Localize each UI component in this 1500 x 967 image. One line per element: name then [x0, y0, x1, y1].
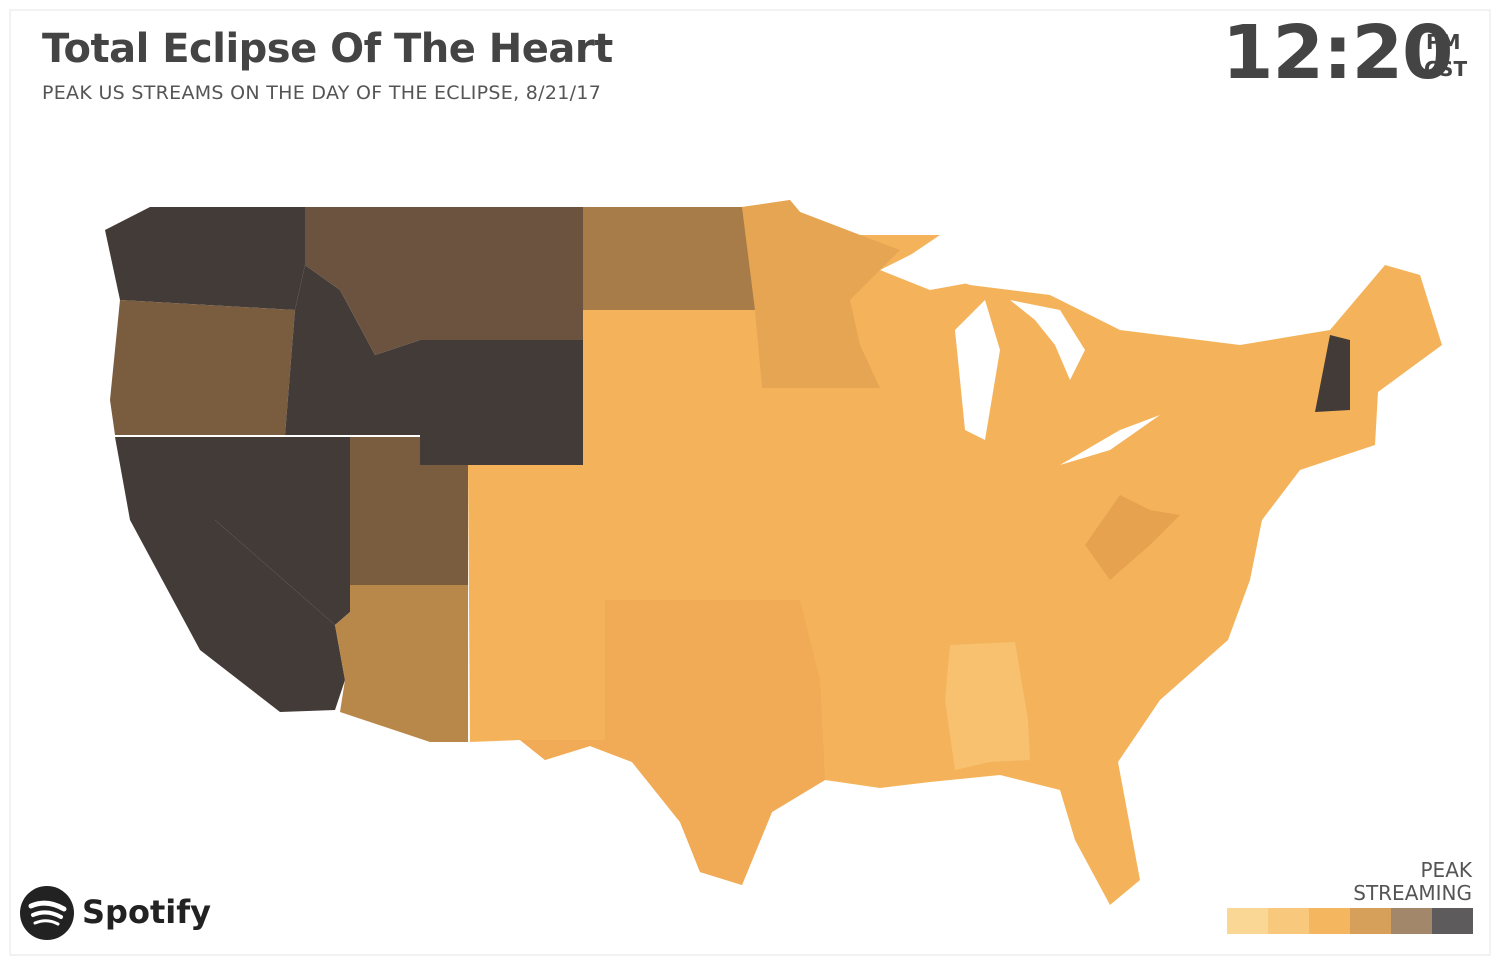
- brand-name: Spotify: [82, 893, 211, 931]
- state-ca: [115, 437, 345, 712]
- legend-title: STREAMING: [1353, 881, 1472, 905]
- legend-title: PEAK: [1420, 858, 1473, 882]
- lake-michigan: [955, 300, 1000, 440]
- legend-swatch: [1432, 908, 1473, 934]
- us-map: [105, 200, 1442, 905]
- frame: [9, 9, 1491, 956]
- logo-arc: [28, 900, 67, 912]
- legend-swatch: [1227, 908, 1268, 934]
- state-nd: [583, 207, 755, 310]
- state-az: [335, 585, 468, 742]
- lake-huron: [1010, 300, 1085, 380]
- state-or: [110, 300, 295, 435]
- title: Total Eclipse Of The Heart: [42, 26, 613, 72]
- state-al: [945, 642, 1030, 770]
- state-tx: [520, 600, 825, 885]
- state-mt: [305, 207, 583, 355]
- lake-erie: [1060, 415, 1160, 465]
- logo-arc: [31, 910, 63, 919]
- legend-swatch: [1391, 908, 1432, 934]
- state-wa: [105, 207, 305, 310]
- legend: [1227, 908, 1473, 934]
- state-nv: [215, 437, 350, 625]
- state-ok: [605, 600, 820, 690]
- state-mn: [742, 200, 900, 388]
- logo-arc: [33, 919, 60, 926]
- state-nh: [1315, 335, 1350, 412]
- legend-swatch: [1268, 908, 1309, 934]
- lake-superior: [880, 240, 1050, 290]
- state-ut: [350, 437, 468, 585]
- state-wv: [1085, 495, 1180, 580]
- legend-swatch: [1309, 908, 1350, 934]
- spotify-logo: [20, 886, 74, 940]
- state-wy: [420, 340, 583, 465]
- clock-time: 12:20: [1222, 10, 1454, 96]
- clock-meridiem: PM: [1426, 30, 1461, 54]
- clock-zone: CST: [1424, 57, 1468, 81]
- state-id: [285, 265, 420, 435]
- legend-swatch: [1350, 908, 1391, 934]
- subtitle: PEAK US STREAMS ON THE DAY OF THE ECLIPS…: [42, 82, 602, 104]
